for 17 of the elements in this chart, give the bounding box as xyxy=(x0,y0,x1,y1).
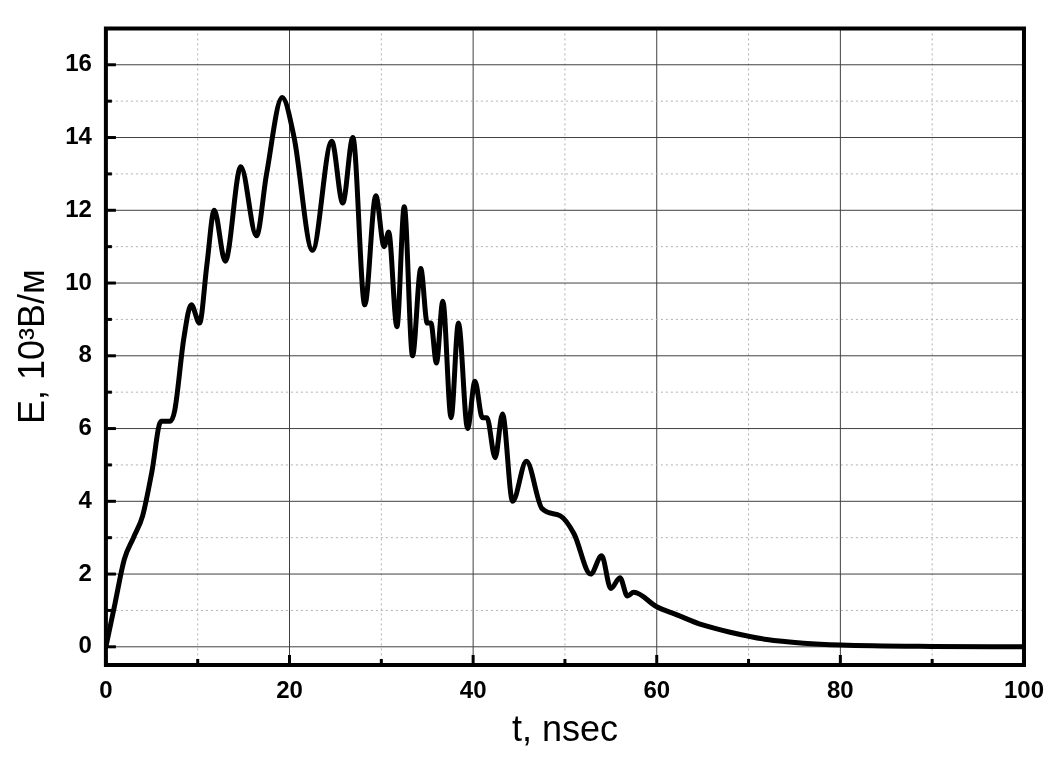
x-tick-label: 40 xyxy=(459,676,487,704)
y-tick-label: 16 xyxy=(65,49,92,77)
y-tick-label: 10 xyxy=(65,267,92,295)
y-tick-label: 8 xyxy=(78,340,92,368)
x-tick-label: 100 xyxy=(1003,676,1044,704)
x-tick-label: 0 xyxy=(99,676,113,704)
y-tick-label: 12 xyxy=(65,194,92,222)
x-tick-label: 60 xyxy=(643,676,671,704)
y-axis-title: E, 10³В/м xyxy=(10,269,52,425)
y-tick-label: 2 xyxy=(78,558,92,586)
y-tick-label: 6 xyxy=(78,413,92,441)
y-tick-label: 14 xyxy=(65,122,93,150)
x-tick-label: 20 xyxy=(276,676,303,704)
y-tick-label: 0 xyxy=(78,631,92,659)
y-tick-label: 4 xyxy=(78,485,93,513)
x-tick-label: 80 xyxy=(827,676,854,704)
x-axis-title: t, nsec xyxy=(511,708,618,750)
